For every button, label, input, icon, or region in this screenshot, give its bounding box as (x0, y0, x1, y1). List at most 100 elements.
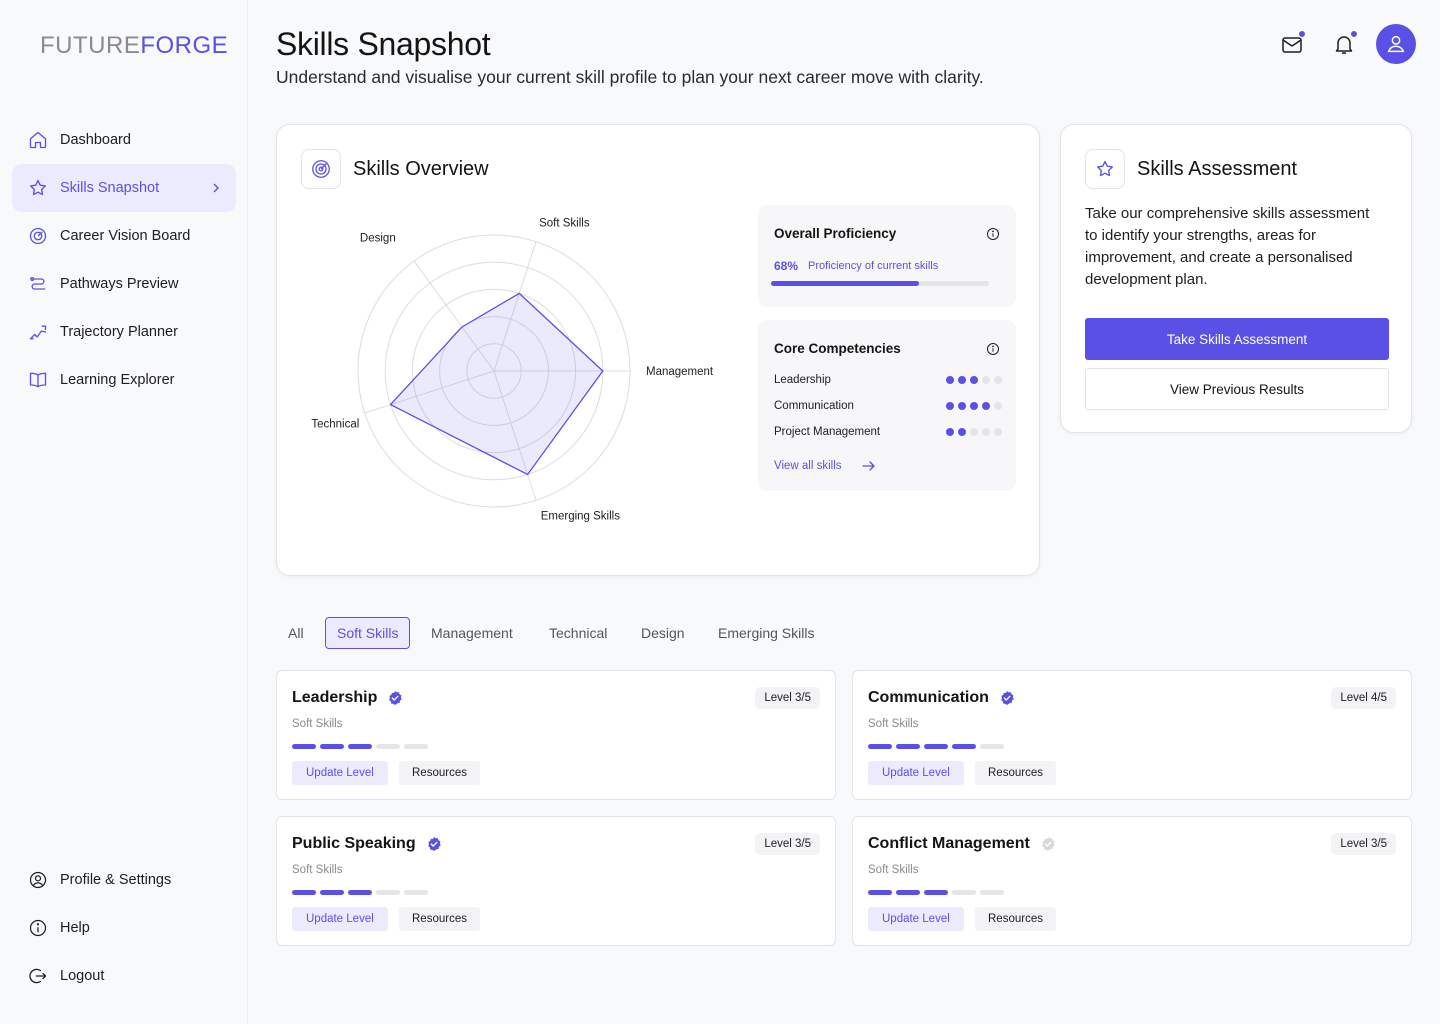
level-dash (980, 744, 1004, 749)
tab-management[interactable]: Management (431, 625, 513, 641)
update-level-button[interactable]: Update Level (292, 761, 388, 785)
level-dash (348, 744, 372, 749)
skill-category: Soft Skills (292, 864, 343, 876)
level-progress (292, 890, 428, 895)
radar-chart: Soft Skills Management Emerging Skills Tech… (311, 217, 714, 523)
info-icon[interactable] (986, 227, 1000, 241)
sidebar-item-trajectory-planner[interactable]: Trajectory Planner (12, 308, 236, 356)
sidebar-item-label: Help (60, 920, 90, 936)
level-dash (868, 744, 892, 749)
competency-row: Communication (774, 398, 1002, 414)
level-dash (292, 744, 316, 749)
notifications-button[interactable] (1330, 28, 1358, 60)
competency-name: Project Management (774, 426, 881, 438)
level-dash (924, 744, 948, 749)
logout-icon (29, 968, 47, 984)
bell-icon (1335, 36, 1353, 54)
competency-dots (946, 376, 1002, 384)
overall-proficiency-title: Overall Proficiency (774, 226, 897, 241)
competency-name: Communication (774, 400, 854, 412)
core-competencies-title: Core Competencies (774, 341, 901, 356)
verified-badge-icon (389, 691, 403, 705)
sidebar-item-dashboard[interactable]: Dashboard (12, 116, 236, 164)
skills-overview-card: Skills Overview Soft Skills Management Eme… (276, 124, 1040, 576)
sidebar-item-career-vision-board[interactable]: Career Vision Board (12, 212, 236, 260)
level-badge: Level 3/5 (755, 833, 820, 855)
radar-axis-label: Emerging Skills (541, 511, 620, 523)
sidebar-item-help[interactable]: Help (12, 904, 236, 952)
resources-button[interactable]: Resources (399, 907, 480, 931)
resources-button[interactable]: Resources (399, 761, 480, 785)
radar-axis-line (364, 370, 495, 414)
user-icon (1387, 35, 1405, 53)
competency-name: Leadership (774, 374, 831, 386)
sidebar-item-skills-snapshot[interactable]: Skills Snapshot (12, 164, 236, 212)
update-level-button[interactable]: Update Level (868, 761, 964, 785)
level-dash (924, 890, 948, 895)
user-circle-icon (29, 871, 47, 889)
skill-card-conflict-management: Conflict Management Soft Skills Level 3/… (852, 816, 1412, 946)
level-badge: Level 4/5 (1331, 687, 1396, 709)
skill-card-leadership: Leadership Soft Skills Level 3/5 Update … (276, 670, 836, 800)
verified-badge-icon (427, 837, 441, 851)
resources-button[interactable]: Resources (975, 907, 1056, 931)
view-previous-results-button[interactable]: View Previous Results (1085, 368, 1389, 410)
info-icon[interactable] (986, 342, 1000, 356)
star-icon-box (1085, 149, 1125, 189)
skills-overview-title: Skills Overview (353, 158, 489, 180)
competency-dot (970, 376, 978, 384)
sidebar-item-pathways-preview[interactable]: Pathways Preview (12, 260, 236, 308)
level-dash (896, 890, 920, 895)
skill-category: Soft Skills (868, 718, 919, 730)
update-level-button[interactable]: Update Level (868, 907, 964, 931)
tab-design[interactable]: Design (641, 625, 685, 641)
level-progress (292, 744, 428, 749)
competency-dot (994, 428, 1002, 436)
radar-axis-label: Soft Skills (539, 217, 590, 229)
sidebar-item-label: Logout (60, 968, 105, 984)
radar-axis-line (493, 241, 537, 372)
skill-name: Leadership (292, 689, 378, 706)
competency-dots (946, 402, 1002, 410)
view-all-skills-link[interactable]: View all skills (774, 460, 876, 472)
take-skills-assessment-button[interactable]: Take Skills Assessment (1085, 318, 1389, 360)
sidebar-item-learning-explorer[interactable]: Learning Explorer (12, 356, 236, 404)
messages-button[interactable] (1278, 28, 1306, 60)
competency-dot (970, 428, 978, 436)
radar-icon-box (301, 149, 341, 189)
skill-category: Soft Skills (292, 718, 343, 730)
competency-dot (946, 376, 954, 384)
skill-category: Soft Skills (868, 864, 919, 876)
proficiency-bar (771, 281, 989, 286)
radar-axis-label: Management (646, 366, 714, 378)
avatar[interactable] (1376, 24, 1416, 64)
sidebar-item-label: Profile & Settings (60, 872, 172, 888)
sidebar-item-profile-settings[interactable]: Profile & Settings (12, 856, 236, 904)
tab-technical[interactable]: Technical (549, 625, 608, 641)
verified-badge-icon (1001, 691, 1014, 705)
tab-emerging-skills[interactable]: Emerging Skills (718, 625, 815, 641)
assessment-description: Take our comprehensive skills assessment… (1085, 205, 1370, 288)
tab-all[interactable]: All (288, 625, 304, 641)
tab-soft-skills[interactable]: Soft Skills (325, 617, 411, 649)
competency-dot (994, 402, 1002, 410)
skill-name-row: Conflict Management (868, 835, 1056, 853)
level-dash (952, 744, 976, 749)
skill-card-communication: Communication Soft Skills Level 4/5 Upda… (852, 670, 1412, 800)
competency-row: Leadership (774, 372, 1002, 388)
app-logo[interactable]: FUTUREFORGE (40, 32, 228, 60)
update-level-button[interactable]: Update Level (292, 907, 388, 931)
competency-dot (958, 376, 966, 384)
logo-part-2: FORGE (140, 32, 229, 59)
competency-dot (946, 402, 954, 410)
level-dash (320, 890, 344, 895)
mail-unread-dot (1298, 30, 1306, 38)
resources-button[interactable]: Resources (975, 761, 1056, 785)
level-dash (404, 744, 428, 749)
competency-dot (982, 428, 990, 436)
sidebar-item-label: Pathways Preview (60, 276, 179, 292)
competency-row: Project Management (774, 424, 1002, 440)
level-dash (868, 890, 892, 895)
sidebar-item-logout[interactable]: Logout (12, 952, 236, 1000)
skills-assessment-card: Skills Assessment Take our comprehensive… (1060, 124, 1412, 433)
